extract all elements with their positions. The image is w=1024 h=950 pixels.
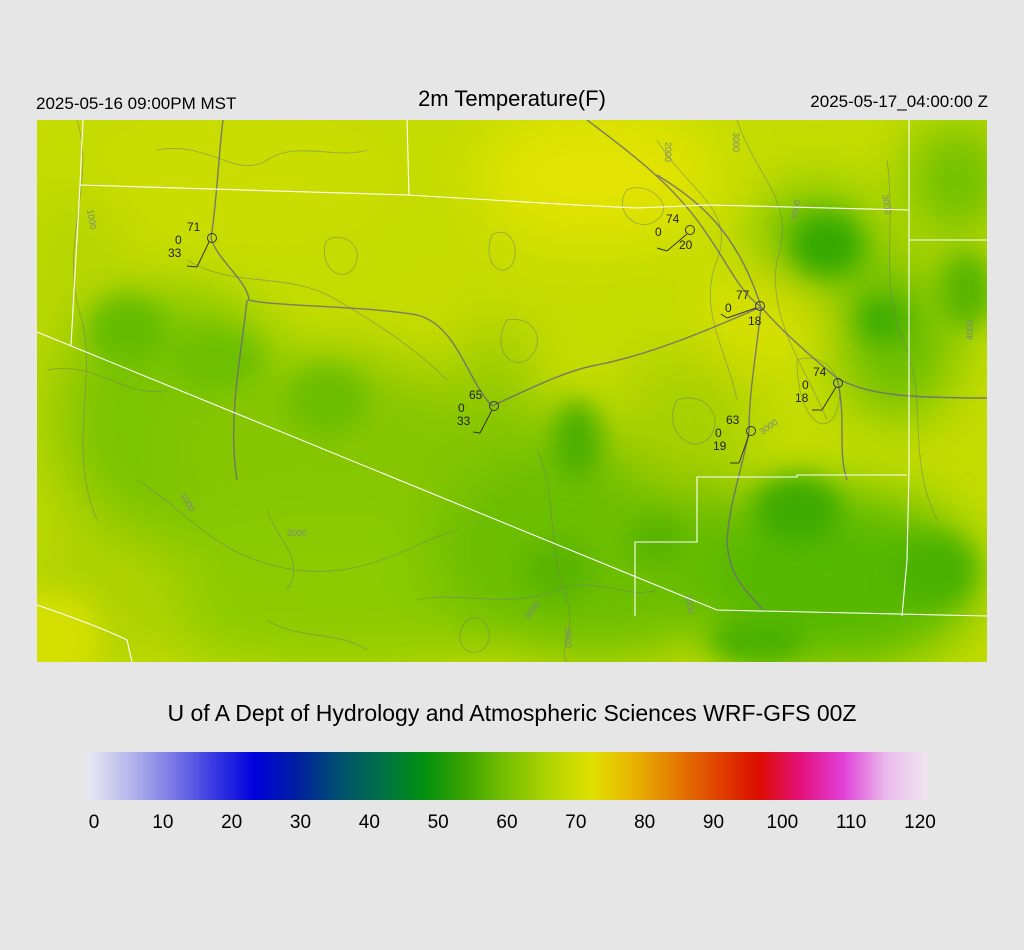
station-dewpoint: 18: [795, 391, 809, 405]
colorbar-tick-label: 0: [88, 812, 100, 833]
contour-label: 4000: [789, 199, 802, 220]
colorbar-tick-label: 120: [904, 812, 936, 833]
contour-label: 4000: [965, 320, 975, 340]
wind-barb: [196, 241, 210, 268]
model-credit: U of A Dept of Hydrology and Atmospheric…: [167, 700, 857, 726]
wind-barb-tick: [472, 431, 481, 434]
colorbar-tick-label: 20: [221, 812, 243, 833]
station-wind: 0: [725, 301, 732, 315]
station-dewpoint: 33: [457, 414, 471, 428]
contour-label: 3000: [563, 628, 573, 648]
station-wind: 0: [175, 233, 182, 247]
station-circle: [755, 301, 765, 311]
station-temp: 71: [187, 220, 201, 234]
station-circle: [207, 233, 217, 243]
station-circle: [746, 426, 756, 436]
colorbar-tick-label: 70: [565, 812, 587, 833]
station-plot: 65 0 33: [457, 388, 499, 434]
road-network: [210, 120, 987, 611]
station-plot: 74 0 18: [795, 365, 843, 411]
colorbar-tick-label: 40: [358, 812, 380, 833]
station-circle: [833, 378, 843, 388]
station-plots: 71 0 33 74 0 20 77 0: [168, 212, 843, 464]
colorbar-tick-label: 90: [702, 812, 725, 833]
contour-label: 3000: [683, 594, 696, 615]
station-wind: 0: [715, 426, 722, 440]
station-dewpoint: 33: [168, 246, 182, 260]
colorbar-tick-label: 110: [836, 812, 867, 833]
station-dewpoint: 19: [713, 439, 727, 453]
colorbar-tick-label: 10: [152, 812, 174, 833]
station-wind: 0: [802, 378, 809, 392]
station-temp: 65: [469, 388, 483, 402]
station-wind: 0: [655, 225, 662, 239]
station-plot: 74 0 20: [655, 212, 695, 252]
wind-barb-tick: [656, 247, 668, 252]
colorbar-tick-label: 80: [634, 812, 656, 833]
local-time-label: 2025-05-16 09:00PM MST: [36, 94, 237, 113]
terrain-detail: [37, 215, 987, 662]
station-temp: 74: [666, 212, 680, 226]
colorbar-tick-label: 100: [766, 812, 799, 833]
wind-barb: [666, 233, 688, 252]
contour-label: 2000: [287, 528, 307, 538]
boundary-lines: [37, 120, 987, 662]
wind-barb: [738, 434, 750, 464]
contour-label: 2000: [663, 142, 673, 162]
temperature-colorbar: [87, 752, 927, 800]
station-circle: [489, 401, 499, 411]
wind-barb-tick: [186, 265, 198, 268]
colorbar-tick-labels: 0 10 20 30 40 50 60 70 80 90 100 110 120: [0, 812, 1024, 842]
colorbar-tick-label: 30: [289, 812, 312, 833]
map-title: 2m Temperature(F): [418, 86, 606, 111]
wind-barb: [479, 409, 493, 434]
station-temp: 74: [813, 365, 827, 379]
station-wind: 0: [458, 401, 465, 415]
station-circle: [685, 225, 695, 235]
utc-time-label: 2025-05-17_04:00:00 Z: [810, 92, 988, 111]
contour-label: 1000: [85, 209, 98, 230]
wind-barb-tick: [720, 313, 728, 319]
station-plot: 71 0 33: [168, 220, 217, 268]
contour-label: 3000: [731, 132, 741, 152]
station-plot: 77 0 18: [720, 288, 765, 328]
elevation-contours: [46, 120, 938, 662]
colorbar-tick-label: 60: [496, 812, 518, 833]
station-plot: 63 0 19: [713, 413, 756, 464]
station-dewpoint: 20: [679, 238, 693, 252]
station-dewpoint: 18: [748, 314, 762, 328]
station-temp: 63: [726, 413, 740, 427]
wind-barb: [821, 386, 837, 411]
colorbar-tick-label: 50: [427, 812, 449, 833]
wind-barb: [726, 307, 757, 319]
temperature-map: 2000 3000 1000 4000 3000 4000 1000 2000 …: [37, 120, 987, 662]
station-temp: 77: [736, 288, 750, 302]
